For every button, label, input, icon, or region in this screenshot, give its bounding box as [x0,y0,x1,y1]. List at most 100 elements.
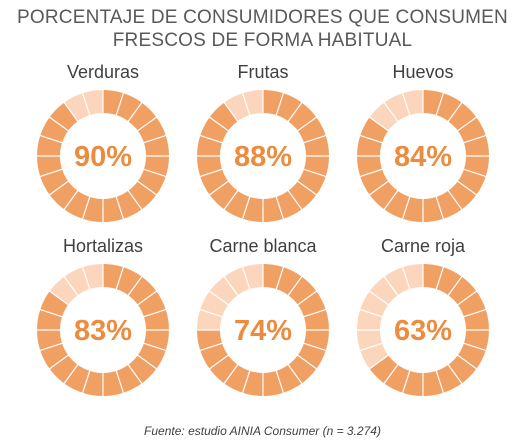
donut-chart-huevos: Huevos 84% [348,62,498,237]
donut-segment-filled [144,330,169,350]
donut-segment-filled [209,181,238,210]
donut-segment-filled [448,181,477,210]
donut-segment-empty [360,343,388,369]
donut-value-label: 74% [234,315,292,347]
donut-segment-filled [103,264,123,289]
donut-segment-empty [83,90,103,115]
donut-segment-filled [288,181,317,210]
donut-segment-empty [209,276,238,305]
donut-segment-filled [37,156,62,176]
donut-segment-filled [464,136,489,156]
donut-segment-empty [369,276,398,305]
donut-segment-filled [263,264,283,289]
donut-chart-hortalizas: Hortalizas 83% [28,236,178,411]
donut-segment-filled [304,136,329,156]
source-note: Fuente: estudio AINIA Consumer (n = 3.27… [144,424,381,438]
donut-segment-filled [304,330,329,350]
donut-value-label: 88% [234,141,292,173]
donut-segment-filled [298,343,326,369]
donut-segment-filled [423,264,443,289]
donut-segment-filled [357,136,382,156]
donut-ring-svg: 74% [197,264,329,396]
donut-segment-empty [403,264,423,289]
donut-segment-filled [288,276,317,305]
donut-segment-filled [243,371,263,396]
donut-segment-filled [197,156,222,176]
donut-label: Verduras [66,62,140,82]
donut-segment-empty [243,264,263,289]
donut-segment-filled [263,90,283,115]
donut-segment-empty [49,276,78,305]
donut-segment-filled [288,102,317,131]
donut-segment-filled [64,365,90,393]
donut-ring-svg: 63% [357,264,489,396]
donut-label: Carne roja [380,236,466,256]
donut-segment-filled [144,310,169,330]
donut-segment-filled [464,156,489,176]
donut-segment-filled [83,197,103,222]
donut-segment-filled [116,191,142,219]
donut-segment-filled [197,330,222,350]
donut-segment-filled [200,117,228,143]
donut-ring-svg: 90% [37,90,169,222]
donut-segment-filled [138,117,166,143]
donut-segment-filled [40,343,68,369]
donut-segment-empty [357,330,382,350]
donut-segment-empty [224,267,250,295]
donut-segment-filled [276,365,302,393]
donut-segment-filled [436,365,462,393]
donut-segment-filled [40,117,68,143]
donut-segment-filled [384,365,410,393]
donut-segment-filled [200,343,228,369]
donut-segment-empty [384,267,410,295]
donut-segment-filled [103,197,123,222]
donut-segment-filled [197,136,222,156]
donut-segment-filled [138,291,166,317]
donut-segment-filled [49,181,78,210]
chart-title-line-2: FRESCOS DE FORMA HABITUAL [112,30,413,51]
donut-segment-empty [357,310,382,330]
donut-segment-filled [103,371,123,396]
donut-segment-filled [37,136,62,156]
donut-segment-filled [436,267,462,295]
donut-segment-filled [116,93,142,121]
donut-segment-empty [243,90,263,115]
donut-label: Hortalizas [62,236,144,256]
donut-segment-filled [369,355,398,384]
donut-segment-empty [384,93,410,121]
donut-value-label: 83% [74,315,132,347]
donut-chart-verduras: Verduras 90% [28,62,178,237]
donut-segment-empty [403,90,423,115]
donut-segment-empty [83,264,103,289]
donut-segment-filled [448,276,477,305]
donut-segment-filled [436,93,462,121]
donut-segment-filled [243,197,263,222]
donut-segment-filled [423,371,443,396]
chart-title: PORCENTAJE DE CONSUMIDORES QUE CONSUMEN … [0,6,525,52]
donut-segment-filled [40,169,68,195]
donut-segment-filled [263,197,283,222]
donut-label: Frutas [237,62,289,82]
donut-label: Carne blanca [209,236,317,256]
donut-segment-filled [448,102,477,131]
donut-segment-filled [360,117,388,143]
donut-segment-filled [83,371,103,396]
donut-segment-empty [197,310,222,330]
donut-segment-filled [304,310,329,330]
donut-segment-filled [436,191,462,219]
donut-segment-filled [224,191,250,219]
donut-value-label: 84% [394,141,452,173]
donut-segment-filled [224,365,250,393]
donut-segment-filled [276,267,302,295]
donut-chart-carne-roja: Carne roja 63% [348,236,498,411]
donut-segment-empty [360,291,388,317]
donut-segment-filled [458,343,486,369]
donut-ring-svg: 84% [357,90,489,222]
donut-segment-empty [224,93,250,121]
donut-segment-filled [403,371,423,396]
donut-value-label: 63% [394,315,452,347]
donut-segment-filled [360,169,388,195]
donut-ring-svg: 83% [37,264,169,396]
donut-segment-filled [116,365,142,393]
donut-chart-frutas: Frutas 88% [188,62,338,237]
